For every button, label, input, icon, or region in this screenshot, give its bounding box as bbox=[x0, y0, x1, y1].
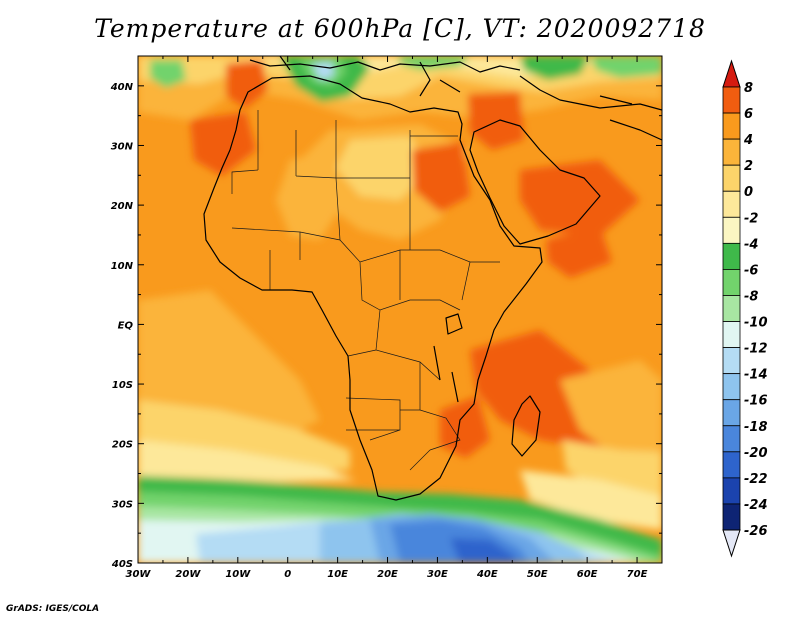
colorbar-label: -22 bbox=[744, 472, 768, 487]
colorbar-label: 4 bbox=[743, 133, 753, 148]
colorbar-box bbox=[722, 216, 741, 244]
lon-label: 50E bbox=[527, 569, 548, 580]
map-title: Temperature at 600hPa [C], VT: 202009271… bbox=[94, 14, 706, 43]
colorbar-box bbox=[722, 347, 741, 375]
lon-label: 20E bbox=[377, 569, 398, 580]
colorbar-label: -12 bbox=[744, 342, 768, 357]
colorbar-box bbox=[722, 269, 741, 296]
colorbar-label: 8 bbox=[744, 81, 753, 96]
lon-label: 30W bbox=[126, 569, 152, 580]
colorbar-box bbox=[722, 503, 741, 531]
lon-label: 10E bbox=[327, 569, 348, 580]
lat-label: 20S bbox=[112, 440, 133, 451]
lon-label: 20W bbox=[175, 569, 201, 580]
lon-label: 0 bbox=[284, 569, 291, 580]
colorbar-label: -14 bbox=[744, 368, 768, 383]
country-borders bbox=[231, 110, 500, 471]
colorbar-label: -4 bbox=[744, 237, 758, 252]
footer-credit: GrADS: IGES/COLA bbox=[6, 604, 100, 614]
colorbar-label: -24 bbox=[744, 498, 768, 513]
colorbar-box bbox=[722, 321, 741, 348]
lat-label: EQ bbox=[118, 320, 134, 331]
colorbar-label: 0 bbox=[744, 185, 753, 200]
colorbar-label: -26 bbox=[744, 524, 768, 539]
colorbar-under-arrow bbox=[722, 529, 741, 558]
colorbar-label: -2 bbox=[744, 211, 758, 226]
map-frame bbox=[137, 55, 663, 564]
colorbar-box bbox=[722, 373, 741, 401]
colorbar-label: -10 bbox=[744, 316, 768, 331]
lat-label: 30N bbox=[111, 141, 134, 152]
colorbar-box bbox=[722, 138, 741, 166]
colorbar-label: -18 bbox=[744, 420, 768, 435]
colorbar-box bbox=[722, 425, 741, 453]
lat-label: 10N bbox=[111, 261, 134, 272]
temperature-field bbox=[138, 56, 662, 563]
lon-label: 70E bbox=[627, 569, 648, 580]
colorbar-over-arrow bbox=[722, 59, 741, 88]
lon-label: 60E bbox=[577, 569, 598, 580]
colorbar-label: 6 bbox=[744, 107, 753, 122]
lat-label: 40S bbox=[111, 559, 133, 570]
colorbar-box bbox=[722, 112, 741, 140]
lat-label: 20N bbox=[111, 201, 134, 212]
colorbar-box bbox=[722, 86, 741, 114]
coastlines bbox=[203, 56, 662, 501]
colorbar: 8 6 4 2 0 -2 -4 -6 -8 -10 -12 -14 -16 -18 -20 -22 -24 -26 bbox=[722, 59, 768, 558]
colorbar-label: -16 bbox=[744, 394, 768, 409]
colorbar-label: 2 bbox=[744, 159, 753, 174]
colorbar-label: -20 bbox=[744, 446, 768, 461]
colorbar-box bbox=[722, 190, 741, 218]
colorbar-box bbox=[722, 477, 741, 505]
lat-label: 30S bbox=[112, 499, 133, 510]
colorbar-box bbox=[722, 164, 741, 192]
lat-label: 10S bbox=[112, 380, 133, 391]
colorbar-label: -6 bbox=[744, 263, 758, 278]
lat-label: 40N bbox=[110, 82, 134, 93]
colorbar-box bbox=[722, 399, 741, 427]
colorbar-box bbox=[722, 295, 741, 322]
colorbar-box bbox=[722, 242, 741, 270]
lon-label: 30E bbox=[427, 569, 448, 580]
axis-ticks: 30W 20W 10W 0 10E 20E 30E 40E 50E 60E 70E 40N 30N 20N… bbox=[110, 55, 663, 580]
colorbar-label: -8 bbox=[744, 289, 758, 304]
lon-label: 40E bbox=[476, 569, 498, 580]
colorbar-box bbox=[722, 451, 741, 479]
lon-label: 10W bbox=[225, 569, 251, 580]
